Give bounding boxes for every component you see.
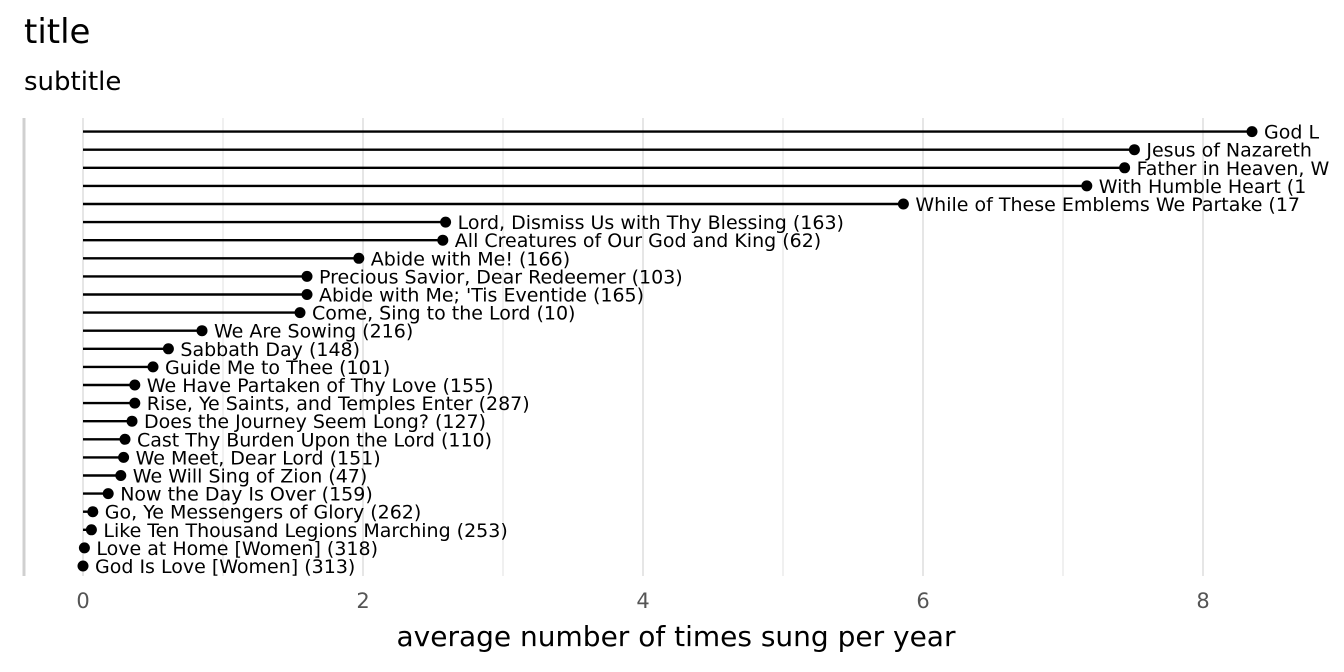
lollipop-item: With Humble Heart (1 <box>83 176 1306 198</box>
point-label: With Humble Heart (1 <box>1099 176 1307 198</box>
x-axis-ticks: 0 2 4 6 8 <box>76 589 1209 613</box>
lollipop-item: Sabbath Day (148) <box>83 339 360 361</box>
lollipop-item: We Have Partaken of Thy Love (155) <box>83 375 494 397</box>
lollipop-dot <box>897 198 909 210</box>
point-label: God L <box>1264 122 1319 144</box>
point-label: We Have Partaken of Thy Love (155) <box>147 375 494 397</box>
point-label: Sabbath Day (148) <box>180 339 360 361</box>
lollipop-item: Precious Savior, Dear Redeemer (103) <box>83 266 683 288</box>
lollipop-item: We Are Sowing (216) <box>83 321 413 343</box>
lollipop-item: Go, Ye Messengers of Glory (262) <box>83 502 421 524</box>
point-label: Does the Journey Seem Long? (127) <box>144 411 486 433</box>
data-marks: God Is Love [Women] (313)Love at Home [W… <box>77 122 1329 578</box>
point-label: Precious Savior, Dear Redeemer (103) <box>319 266 683 288</box>
point-label: Jesus of Nazareth <box>1145 140 1312 162</box>
lollipop-dot <box>1128 144 1140 156</box>
lollipop-dot <box>440 216 452 228</box>
x-axis-title: average number of times sung per year <box>397 620 956 653</box>
grid-lines <box>82 118 1204 576</box>
lollipop-dot <box>196 325 208 337</box>
lollipop-dot <box>353 252 365 264</box>
lollipop-item: Cast Thy Burden Upon the Lord (110) <box>83 429 492 451</box>
lollipop-item: Father in Heaven, W <box>83 158 1329 180</box>
point-label: Come, Sing to the Lord (10) <box>312 303 575 325</box>
lollipop-item: Now the Day Is Over (159) <box>83 484 373 506</box>
lollipop-dot <box>129 397 141 409</box>
lollipop-item: All Creatures of Our God and King (62) <box>83 230 821 252</box>
chart-title: title <box>24 12 91 52</box>
lollipop-item: God Is Love [Women] (313) <box>77 556 355 578</box>
point-label: Go, Ye Messengers of Glory (262) <box>105 502 422 524</box>
lollipop-item: God L <box>83 122 1319 144</box>
lollipop-item: Jesus of Nazareth <box>83 140 1312 162</box>
point-label: Abide with Me; 'Tis Eventide (165) <box>319 285 644 307</box>
lollipop-dot <box>87 506 99 518</box>
x-tick-label: 2 <box>356 589 369 613</box>
point-label: Guide Me to Thee (101) <box>165 357 390 379</box>
point-label: God Is Love [Women] (313) <box>95 556 355 578</box>
lollipop-dot <box>301 270 313 282</box>
lollipop-item: We Will Sing of Zion (47) <box>83 466 367 488</box>
lollipop-item: Love at Home [Women] (318) <box>78 538 378 560</box>
point-label: Love at Home [Women] (318) <box>96 538 378 560</box>
lollipop-dot <box>126 415 138 427</box>
lollipop-dot <box>77 560 89 572</box>
lollipop-dot <box>1081 180 1093 192</box>
point-label: Like Ten Thousand Legions Marching (253) <box>103 520 507 542</box>
lollipop-dot <box>1119 162 1131 174</box>
point-label: Father in Heaven, W <box>1137 158 1330 180</box>
lollipop-item: Like Ten Thousand Legions Marching (253) <box>83 520 508 542</box>
lollipop-dot <box>147 361 159 373</box>
lollipop-dot <box>437 234 449 246</box>
lollipop-item: Lord, Dismiss Us with Thy Blessing (163) <box>83 212 844 234</box>
x-tick-label: 4 <box>636 589 649 613</box>
lollipop-dot <box>301 289 313 300</box>
point-label: Rise, Ye Saints, and Temples Enter (287) <box>147 393 530 415</box>
point-label: Now the Day Is Over (159) <box>120 484 373 506</box>
lollipop-dot <box>102 488 114 500</box>
lollipop-item: While of These Emblems We Partake (17 <box>83 194 1300 216</box>
point-label: We Meet, Dear Lord (151) <box>136 447 381 469</box>
lollipop-item: We Meet, Dear Lord (151) <box>83 447 381 469</box>
lollipop-dot <box>129 379 141 391</box>
point-label: Cast Thy Burden Upon the Lord (110) <box>137 429 492 451</box>
lollipop-dot <box>162 343 174 355</box>
lollipop-dot <box>85 524 97 536</box>
x-tick-label: 6 <box>916 589 929 613</box>
lollipop-dot <box>115 470 127 481</box>
lollipop-dot <box>294 307 306 319</box>
point-label: All Creatures of Our God and King (62) <box>455 230 821 252</box>
lollipop-item: Does the Journey Seem Long? (127) <box>83 411 486 433</box>
point-label: We Will Sing of Zion (47) <box>133 466 367 488</box>
x-tick-label: 0 <box>76 589 89 613</box>
lollipop-item: Come, Sing to the Lord (10) <box>83 303 575 325</box>
point-label: We Are Sowing (216) <box>214 321 413 343</box>
lollipop-item: Abide with Me; 'Tis Eventide (165) <box>83 285 644 307</box>
x-tick-label: 8 <box>1196 589 1209 613</box>
lollipop-item: Abide with Me! (166) <box>83 248 570 270</box>
lollipop-item: Guide Me to Thee (101) <box>83 357 390 379</box>
lollipop-dot <box>1246 126 1258 138</box>
lollipop-dot <box>118 451 130 463</box>
lollipop-dot <box>119 433 131 445</box>
lollipop-dot <box>78 542 90 554</box>
lollipop-item: Rise, Ye Saints, and Temples Enter (287) <box>83 393 530 415</box>
point-label: Abide with Me! (166) <box>371 248 570 270</box>
point-label: Lord, Dismiss Us with Thy Blessing (163) <box>458 212 844 234</box>
chart-subtitle: subtitle <box>24 67 122 97</box>
point-label: While of These Emblems We Partake (17 <box>915 194 1300 216</box>
